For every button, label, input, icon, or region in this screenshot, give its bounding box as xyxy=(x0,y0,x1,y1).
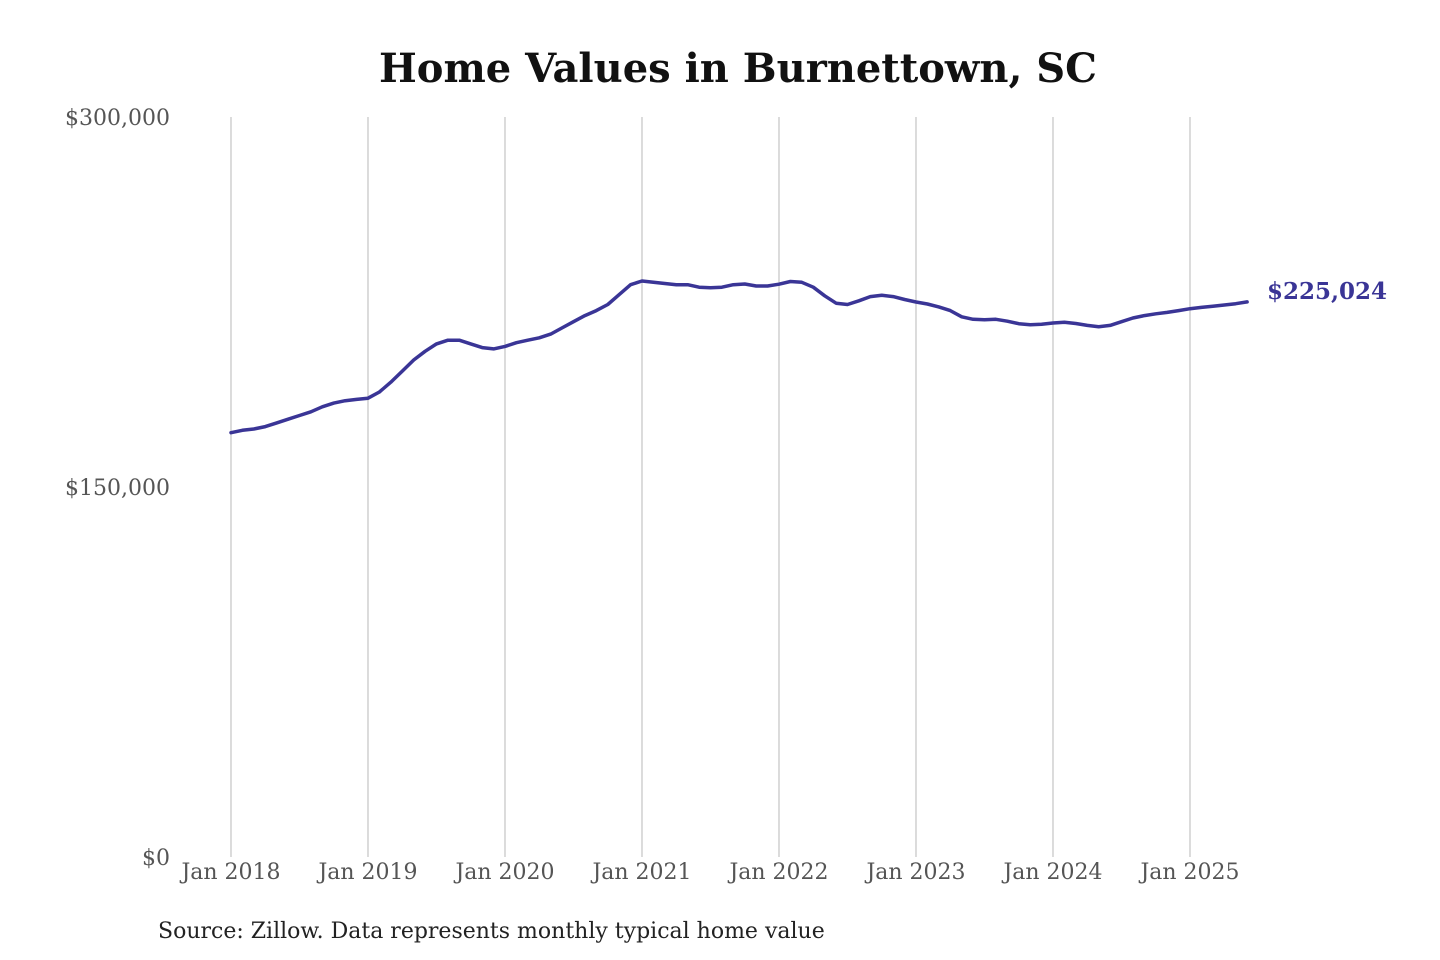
last-value-label: $225,024 xyxy=(1267,278,1387,305)
x-tick-label: Jan 2024 xyxy=(1001,860,1102,885)
x-tick-label: Jan 2023 xyxy=(864,860,965,885)
series-line-0 xyxy=(229,279,1249,435)
y-axis-tick-labels: $0 $150,000 $300,000 xyxy=(65,106,170,871)
y-tick-label: $150,000 xyxy=(65,476,170,501)
source-note: Source: Zillow. Data represents monthly … xyxy=(158,919,825,944)
y-tick-label: $0 xyxy=(142,846,170,871)
chart-title: Home Values in Burnettown, SC xyxy=(379,45,1097,92)
x-tick-label: Jan 2025 xyxy=(1138,860,1239,885)
x-tick-label: Jan 2021 xyxy=(590,860,691,885)
vertical-gridlines xyxy=(230,117,1191,857)
x-axis-tick-labels: Jan 2018 Jan 2019 Jan 2020 Jan 2021 Jan 2022… xyxy=(179,860,1239,885)
x-tick-label: Jan 2019 xyxy=(316,860,417,885)
y-tick-label: $300,000 xyxy=(65,106,170,131)
series-layer xyxy=(229,279,1249,435)
x-tick-label: Jan 2022 xyxy=(727,860,828,885)
x-tick-label: Jan 2020 xyxy=(453,860,554,885)
x-tick-label: Jan 2018 xyxy=(179,860,280,885)
